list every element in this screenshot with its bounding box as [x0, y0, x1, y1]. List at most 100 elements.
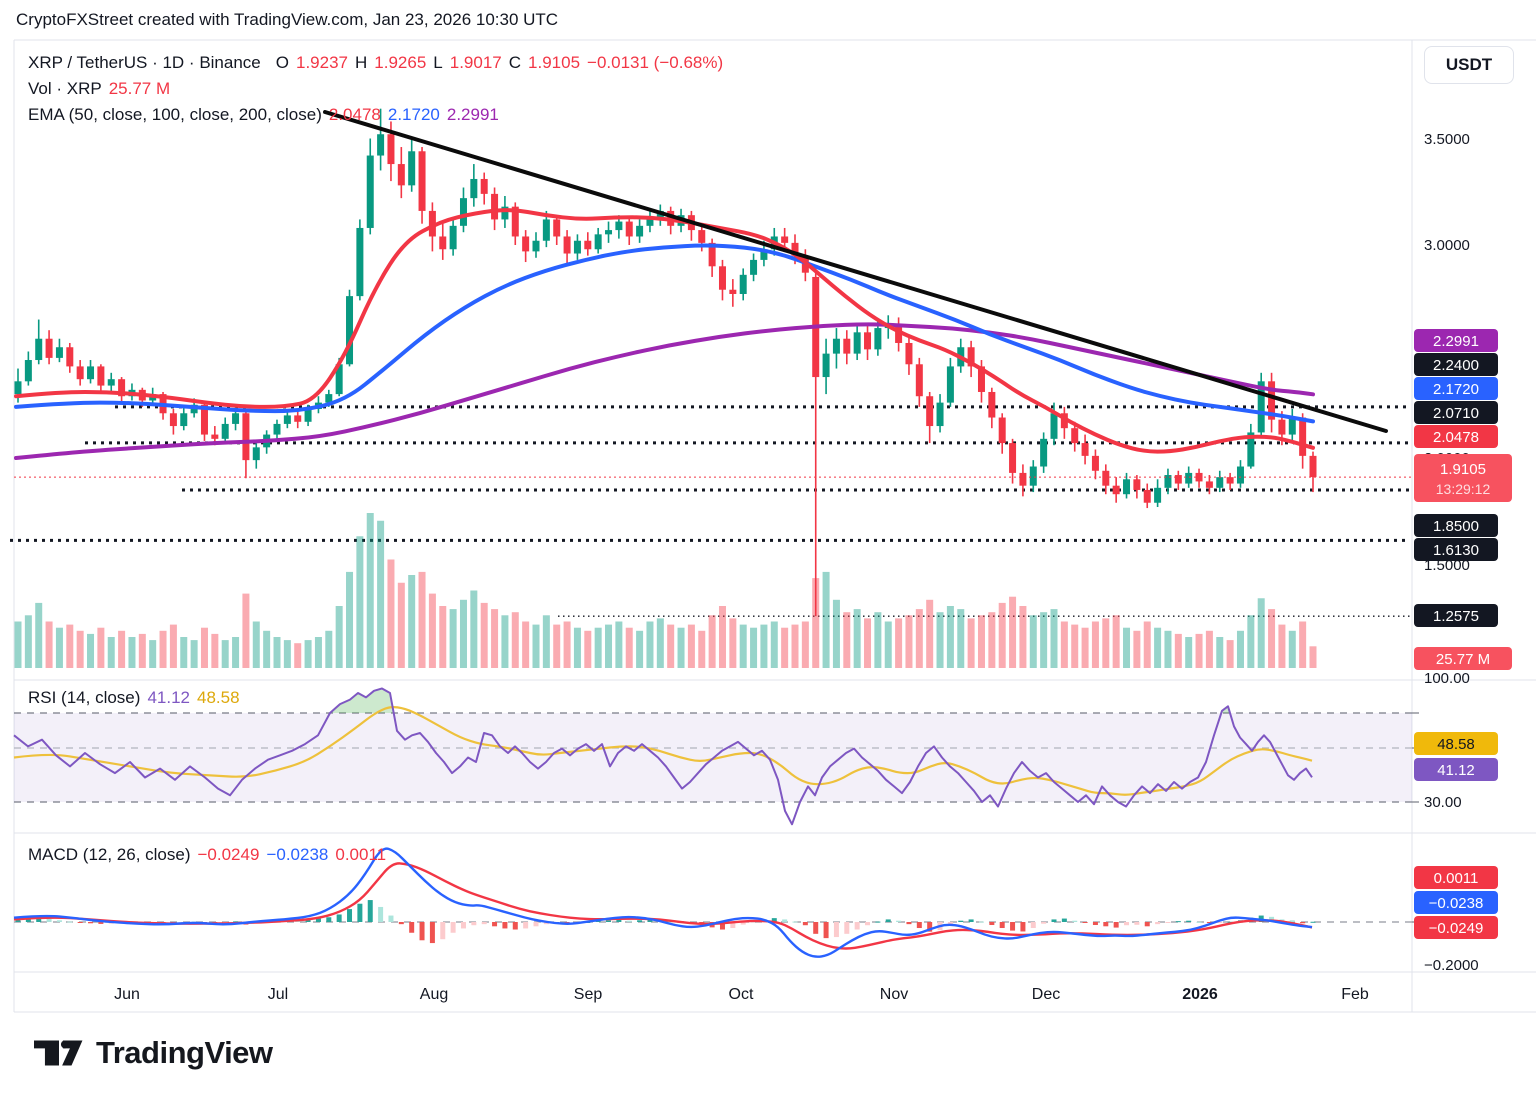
macd-histogram-bar — [896, 920, 902, 922]
price-tick-label: 3.0000 — [1424, 237, 1470, 254]
candle-body — [1216, 477, 1224, 488]
candle-countdown-timer: 13:29:12 — [1436, 481, 1491, 497]
price-badge — [1414, 353, 1498, 376]
macd-histogram-bar — [378, 906, 384, 922]
price-badge — [1414, 514, 1498, 537]
volume-bar — [542, 615, 550, 668]
panel-borders — [13, 39, 1536, 1013]
volume-bar — [522, 621, 530, 668]
candle-body — [967, 347, 975, 367]
volume-bar — [1143, 621, 1151, 668]
rsi-legend-row: RSI (14, close) 41.12 48.58 — [28, 688, 240, 708]
volume-bar — [532, 624, 540, 668]
rsi-line — [13, 687, 1313, 826]
time-axis-month-label: Jul — [268, 986, 288, 1003]
volume-bar — [1164, 630, 1172, 668]
currency-toggle-label: USDT — [1445, 55, 1493, 74]
candlesticks — [14, 108, 1317, 617]
volume-bar — [169, 624, 177, 668]
volume-bar — [377, 520, 385, 668]
candle-body — [573, 240, 581, 254]
volume-bar — [1154, 627, 1162, 668]
macd-histogram-bar — [46, 918, 52, 922]
price-badge — [1414, 538, 1498, 561]
volume-bar — [252, 621, 260, 668]
macd-histogram-bar — [315, 918, 321, 922]
volume-bar — [14, 621, 22, 668]
volume-bar — [387, 559, 395, 668]
candle-body — [1309, 455, 1317, 478]
volume-bar — [791, 624, 799, 668]
candle-body — [1164, 475, 1172, 488]
price-badge — [1414, 604, 1498, 627]
price-badge — [1414, 732, 1498, 755]
volume-bar — [739, 624, 747, 668]
macd-histogram-bar — [968, 919, 974, 922]
time-axis-month-label: Sep — [574, 986, 603, 1003]
volume-bar — [905, 615, 913, 668]
volume-bar — [977, 615, 985, 668]
candle-body — [35, 338, 43, 361]
macd-histogram-bar — [543, 922, 549, 925]
volume-bar — [35, 602, 43, 668]
candle-body — [200, 404, 208, 435]
price-badge — [1414, 377, 1498, 400]
rsi-title: RSI (14, close) — [28, 688, 141, 707]
price-badge — [1414, 401, 1498, 424]
macd-line — [13, 847, 1313, 958]
change-value: −0.0131 (−0.68%) — [587, 53, 724, 72]
rsi-value: 41.12 — [147, 688, 190, 707]
candle-body — [1091, 455, 1099, 471]
volume-bar — [159, 630, 167, 668]
volume-bar — [459, 599, 467, 668]
macd-histogram-bar — [947, 922, 953, 926]
candle-body — [387, 134, 395, 165]
volume-bar — [491, 609, 499, 668]
time-axis-month-label: Feb — [1341, 986, 1369, 1003]
volume-bar — [770, 621, 778, 668]
candle-body — [87, 366, 95, 380]
price-tick-label: 1.5000 — [1424, 557, 1470, 574]
candle-body — [760, 249, 768, 260]
volume-bar — [1236, 630, 1244, 668]
ema50-value: 2.0478 — [328, 105, 381, 124]
high-label: H — [355, 53, 368, 72]
price-tick-label: 3.5000 — [1424, 131, 1470, 148]
volume-bar — [1133, 630, 1141, 668]
currency-toggle-button[interactable]: USDT — [1424, 46, 1514, 84]
price-badge-label: 2.2991 — [1433, 333, 1479, 350]
candle-body — [501, 206, 509, 220]
time-axis-month-label: Oct — [729, 986, 754, 1003]
volume-bar — [200, 627, 208, 668]
price-badge — [1414, 425, 1498, 448]
volume-bar — [1174, 633, 1182, 668]
volume-bar — [1309, 646, 1317, 668]
volume-bar — [1081, 627, 1089, 668]
volume-bar — [988, 612, 996, 668]
volume-bar — [729, 618, 737, 668]
macd-histogram-bar — [616, 919, 622, 922]
macd-histogram-bar — [1310, 921, 1316, 923]
volume-bar — [636, 630, 644, 668]
macd-histogram-bar — [233, 921, 239, 923]
candle-body — [1278, 419, 1286, 435]
candle-body — [221, 423, 229, 439]
macd-histogram-bar — [305, 919, 311, 922]
macd-histogram-bar — [1010, 922, 1016, 931]
volume-bar — [1102, 618, 1110, 668]
candle-body — [356, 227, 364, 297]
macd-histogram-bar — [813, 922, 819, 934]
macd-histogram-bar — [1300, 922, 1306, 924]
volume-bar — [366, 513, 374, 668]
macd-tick-label: −0.2000 — [1424, 957, 1479, 974]
candle-body — [1029, 466, 1037, 486]
candle-body — [625, 221, 633, 237]
candle-body — [55, 347, 63, 358]
macd-histogram-bar — [865, 922, 871, 926]
candle-body — [532, 240, 540, 252]
price-badge — [1414, 916, 1498, 939]
macd-histogram-bar — [1289, 920, 1295, 922]
volume-bar — [656, 618, 664, 668]
